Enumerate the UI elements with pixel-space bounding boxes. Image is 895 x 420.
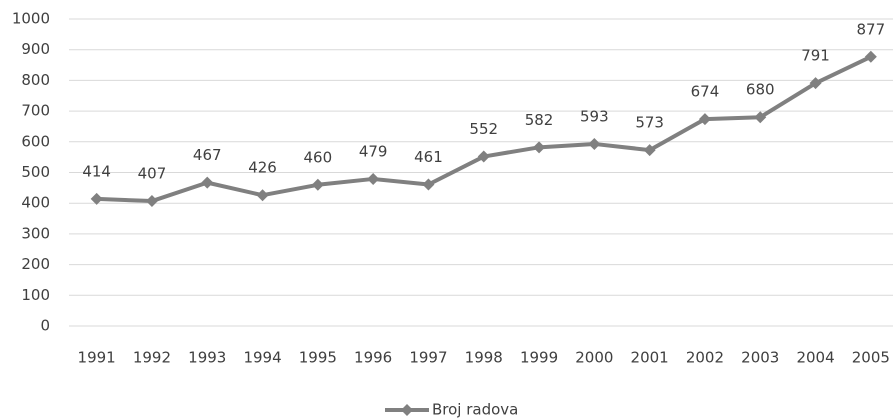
data-label: 479 xyxy=(359,142,388,160)
y-tick-label: 0 xyxy=(40,317,50,335)
x-tick-label: 2002 xyxy=(686,349,724,367)
marker xyxy=(754,111,767,124)
data-label: 460 xyxy=(304,148,333,166)
marker xyxy=(367,172,380,185)
x-tick-label: 1993 xyxy=(188,349,226,367)
y-tick-label: 400 xyxy=(21,194,50,212)
data-label: 877 xyxy=(857,20,886,38)
x-tick-label: 1995 xyxy=(299,349,337,367)
marker xyxy=(90,192,103,205)
y-tick-label: 200 xyxy=(21,255,50,273)
legend-marker xyxy=(401,404,413,416)
y-tick-label: 800 xyxy=(21,71,50,89)
marker xyxy=(477,150,490,163)
data-label: 552 xyxy=(469,120,498,138)
data-label: 461 xyxy=(414,148,443,166)
marker xyxy=(145,195,158,208)
marker xyxy=(588,137,601,150)
y-tick-label: 500 xyxy=(21,163,50,181)
x-tick-label: 2000 xyxy=(575,349,613,367)
marker xyxy=(311,178,324,191)
x-tick-label: 2003 xyxy=(741,349,779,367)
marker xyxy=(643,144,656,157)
marker xyxy=(809,77,822,90)
x-tick-label: 1997 xyxy=(409,349,447,367)
x-tick-label: 2001 xyxy=(631,349,669,367)
y-tick-label: 100 xyxy=(21,286,50,304)
data-label: 582 xyxy=(525,111,554,129)
marker xyxy=(533,141,546,154)
marker xyxy=(422,178,435,191)
x-tick-label: 2004 xyxy=(796,349,834,367)
y-tick-label: 900 xyxy=(21,40,50,58)
x-tick-label: 1991 xyxy=(78,349,116,367)
data-label: 674 xyxy=(691,83,720,101)
x-tick-label: 2005 xyxy=(852,349,890,367)
marker xyxy=(864,50,877,63)
data-label: 680 xyxy=(746,81,775,99)
data-label: 407 xyxy=(138,165,167,183)
data-label: 573 xyxy=(635,114,664,132)
data-label: 426 xyxy=(248,159,277,177)
y-tick-label: 700 xyxy=(21,102,50,120)
x-tick-label: 1996 xyxy=(354,349,392,367)
x-tick-label: 1998 xyxy=(465,349,503,367)
marker xyxy=(256,189,269,202)
marker xyxy=(698,113,711,126)
marker xyxy=(201,176,214,189)
y-tick-label: 600 xyxy=(21,132,50,150)
data-label: 791 xyxy=(801,47,830,65)
data-label: 467 xyxy=(193,146,222,164)
y-tick-label: 1000 xyxy=(12,10,50,28)
data-label: 593 xyxy=(580,107,609,125)
data-label: 414 xyxy=(82,162,111,180)
x-tick-label: 1992 xyxy=(133,349,171,367)
x-tick-label: 1999 xyxy=(520,349,558,367)
y-tick-label: 300 xyxy=(21,224,50,242)
legend-label: Broj radova xyxy=(432,401,518,419)
x-tick-label: 1994 xyxy=(243,349,281,367)
